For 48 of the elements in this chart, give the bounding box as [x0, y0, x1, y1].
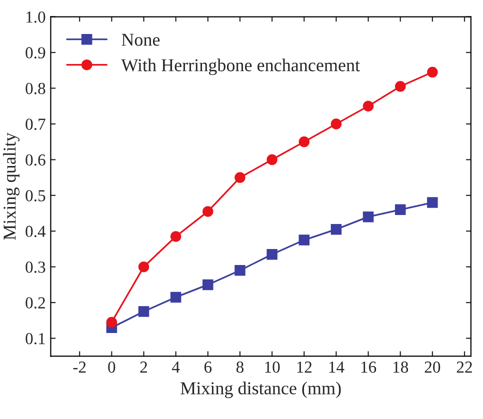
point [298, 136, 310, 148]
point [362, 211, 374, 222]
x-tick-label: 18 [393, 361, 408, 373]
x-tick-label: 0 [108, 361, 116, 373]
y-tick-label: 0.7 [26, 118, 46, 130]
point [298, 234, 310, 246]
y-tick-label: 0.2 [26, 297, 45, 309]
x-axis-title: Mixing distance (mm) [180, 382, 341, 398]
point [266, 248, 278, 260]
point [362, 100, 374, 112]
x-tick-label: 22 [456, 362, 472, 373]
x-tick-label: 4 [172, 362, 180, 373]
x-tick-label: 6 [204, 362, 212, 373]
x-tick-label: 16 [361, 362, 376, 373]
y-tick-label: 0.4 [26, 226, 46, 238]
point [170, 231, 182, 242]
legend-label: None [122, 34, 160, 46]
point [330, 224, 342, 235]
x-tick-label: -2 [73, 362, 86, 373]
x-tick-label: 14 [329, 362, 344, 373]
y-tick-label: 1.0 [26, 11, 46, 23]
point [330, 118, 342, 130]
y-tick-label: 0.6 [26, 154, 46, 166]
y-tick-label: 0.8 [26, 82, 46, 94]
point [170, 292, 182, 303]
legend-label: With Herringbone enchancement [121, 58, 360, 76]
point [234, 172, 246, 183]
y-axis-title: Mixing quality [3, 132, 20, 240]
point [202, 206, 214, 217]
y-tick-label: 0.3 [26, 262, 46, 273]
y-tick-label: 0.1 [26, 332, 45, 344]
point [106, 316, 118, 328]
x-tick-label: 2 [140, 362, 147, 373]
point [427, 197, 438, 208]
x-tick-label: 20 [424, 361, 440, 373]
point [202, 279, 214, 290]
point [266, 154, 278, 166]
point [394, 204, 406, 216]
y-tick-label: 0.9 [26, 47, 46, 59]
point [138, 306, 150, 317]
x-tick-label: 12 [297, 362, 312, 373]
x-tick-label: 8 [236, 361, 244, 373]
point [394, 81, 406, 92]
point [234, 265, 246, 276]
point [138, 261, 150, 272]
x-tick-label: 10 [265, 361, 280, 373]
point [427, 66, 438, 78]
y-tick-label: 0.5 [26, 190, 46, 202]
